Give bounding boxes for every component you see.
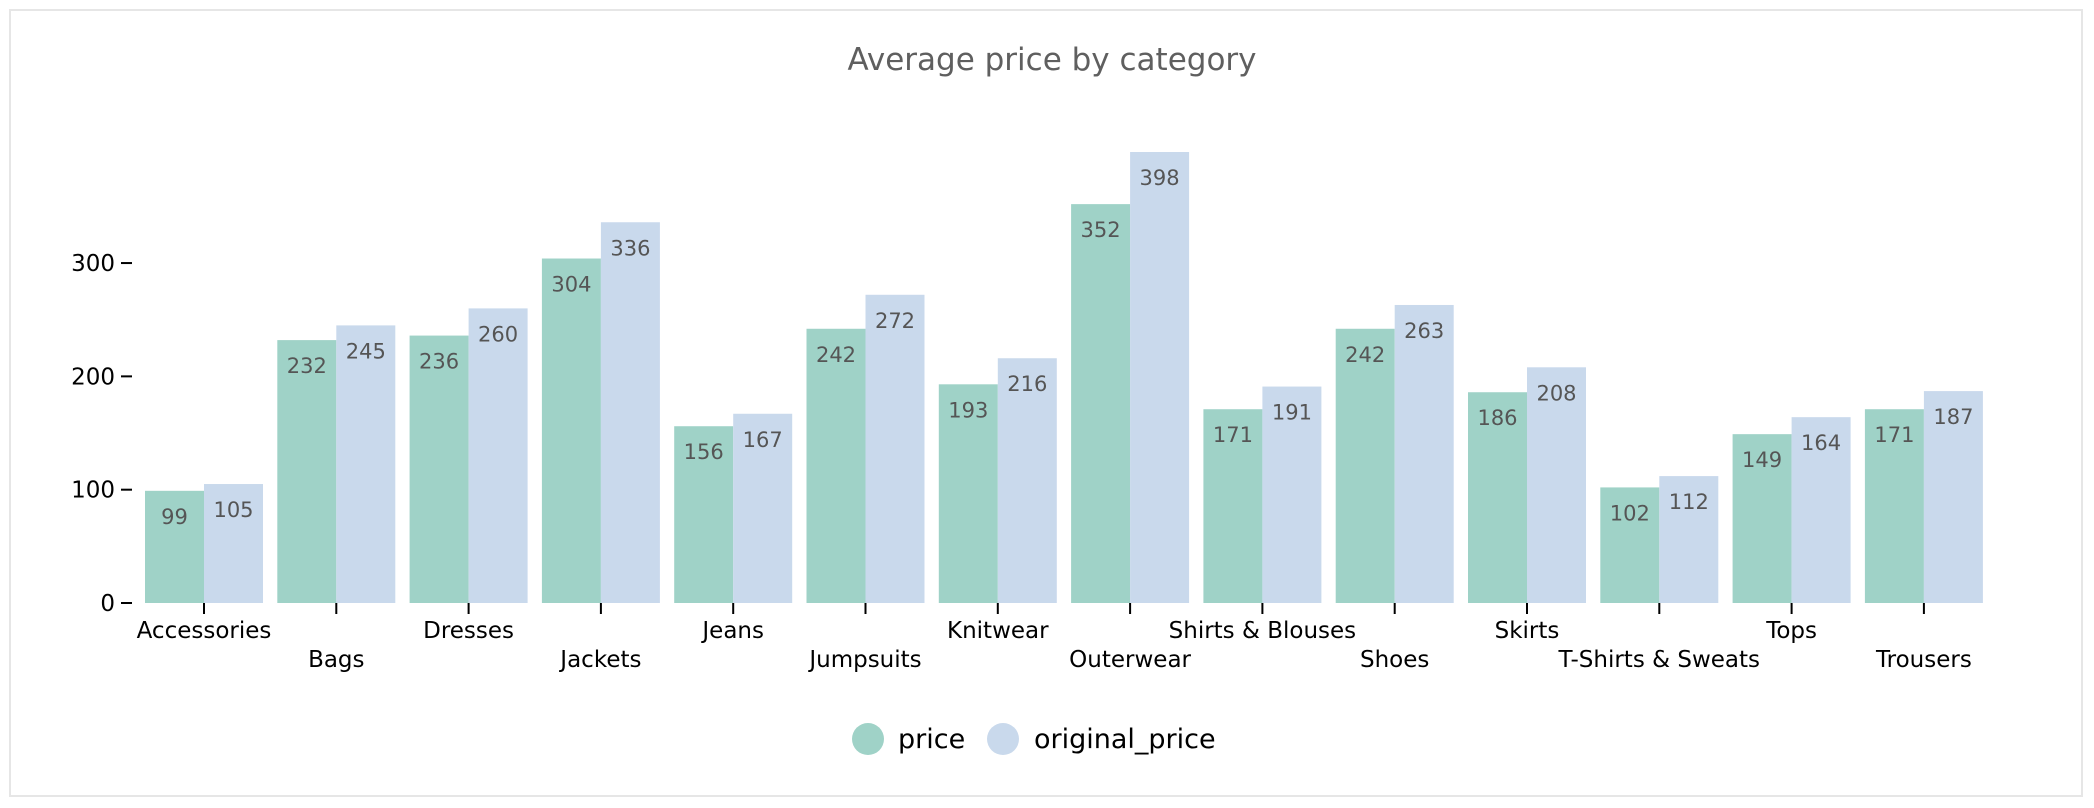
category-label: Bags <box>308 647 364 673</box>
bar-original_price[interactable] <box>1659 476 1719 603</box>
bar-original_price[interactable] <box>865 294 925 603</box>
bar-value-label: 164 <box>1801 431 1841 455</box>
category-label: Dresses <box>423 618 514 644</box>
bar-value-label: 99 <box>161 505 188 529</box>
bar-price[interactable] <box>1864 409 1924 603</box>
bar-price[interactable] <box>541 258 601 603</box>
bar-original_price[interactable] <box>1527 367 1586 603</box>
bar-value-label: 156 <box>684 440 724 464</box>
category-label: Shoes <box>1360 647 1429 673</box>
bar-price[interactable] <box>1335 328 1395 603</box>
bar-price[interactable] <box>938 384 998 603</box>
bar-original_price[interactable] <box>204 484 263 603</box>
bar-value-label: 236 <box>419 350 459 374</box>
y-tick-label: 100 <box>71 478 115 504</box>
bar-value-label: 171 <box>1213 423 1253 447</box>
legend-label: original_price <box>1034 724 1216 755</box>
legend[interactable]: price original_price <box>852 723 1216 755</box>
bar-value-label: 171 <box>1874 423 1914 447</box>
legend-label: price <box>898 724 965 755</box>
chart-title: Average price by category <box>847 42 1256 78</box>
bar-value-label: 167 <box>743 428 783 452</box>
bar-value-label: 398 <box>1140 166 1180 190</box>
bar-value-label: 112 <box>1669 490 1709 514</box>
legend-item-price[interactable]: price <box>852 723 965 755</box>
bar-price[interactable] <box>1600 487 1660 603</box>
bar-price[interactable] <box>1732 434 1792 603</box>
category-label: Jumpsuits <box>807 647 921 673</box>
bar-original_price[interactable] <box>336 325 396 603</box>
bar-value-label: 352 <box>1081 218 1121 242</box>
category-label: T-Shirts & Sweats <box>1558 647 1760 673</box>
bar-original_price[interactable] <box>1262 386 1322 603</box>
y-tick-label: 200 <box>71 364 115 390</box>
bar-price[interactable] <box>1468 392 1527 603</box>
bar-price[interactable] <box>145 490 204 603</box>
bar-value-label: 263 <box>1404 319 1444 343</box>
bar-value-label: 105 <box>213 498 253 522</box>
bars: 99 105 232 245 236 260 304 336 156 167 242 272 193 21… <box>145 152 1983 604</box>
category-label: Trousers <box>1875 647 1972 673</box>
bar-value-label: 304 <box>551 273 591 297</box>
bar-value-label: 149 <box>1742 448 1782 472</box>
bar-value-label: 242 <box>1345 343 1385 367</box>
bar-price[interactable] <box>1203 409 1263 603</box>
bar-price[interactable] <box>674 426 734 603</box>
category-label: Outerwear <box>1069 647 1191 673</box>
x-axis: Accessories Bags Dresses Jackets Jeans Jumpsu… <box>137 603 1972 673</box>
bar-price[interactable] <box>409 335 469 603</box>
bar-price[interactable] <box>1071 204 1131 604</box>
bar-price[interactable] <box>277 340 337 603</box>
legend-swatch <box>987 723 1019 755</box>
bar-original_price[interactable] <box>1394 304 1454 603</box>
legend-item-original_price[interactable]: original_price <box>987 723 1216 755</box>
category-label: Shirts & Blouses <box>1169 618 1357 644</box>
bar-value-label: 186 <box>1477 406 1517 430</box>
bar-price[interactable] <box>806 328 866 603</box>
bar-value-label: 260 <box>478 322 518 346</box>
y-tick-label: 300 <box>71 251 115 277</box>
bar-value-label: 193 <box>948 398 988 422</box>
bar-value-label: 102 <box>1610 501 1650 525</box>
category-label: Accessories <box>137 618 272 644</box>
bar-original_price[interactable] <box>1791 417 1851 603</box>
bar-value-label: 245 <box>346 339 386 363</box>
legend-swatch <box>852 723 884 755</box>
bar-value-label: 232 <box>287 354 327 378</box>
category-label: Jackets <box>558 647 641 673</box>
category-label: Jeans <box>700 618 764 644</box>
bar-value-label: 208 <box>1536 381 1576 405</box>
bar-original_price[interactable] <box>733 413 793 603</box>
bar-value-label: 336 <box>610 236 650 260</box>
bar-original_price[interactable] <box>1130 152 1190 603</box>
bar-value-label: 187 <box>1933 405 1973 429</box>
bar-value-label: 272 <box>875 309 915 333</box>
bar-original_price[interactable] <box>1923 391 1983 603</box>
bar-original_price[interactable] <box>997 358 1057 603</box>
y-tick-label: 0 <box>100 591 115 617</box>
category-label: Skirts <box>1495 618 1560 644</box>
bar-value-label: 242 <box>816 343 856 367</box>
bar-original_price[interactable] <box>468 308 528 603</box>
y-axis: 0 100 200 300 <box>71 251 132 617</box>
bar-value-label: 191 <box>1272 401 1312 425</box>
bar-original_price[interactable] <box>600 222 660 603</box>
bar-value-label: 216 <box>1007 372 1047 396</box>
category-label: Tops <box>1765 618 1817 644</box>
category-label: Knitwear <box>947 618 1049 644</box>
